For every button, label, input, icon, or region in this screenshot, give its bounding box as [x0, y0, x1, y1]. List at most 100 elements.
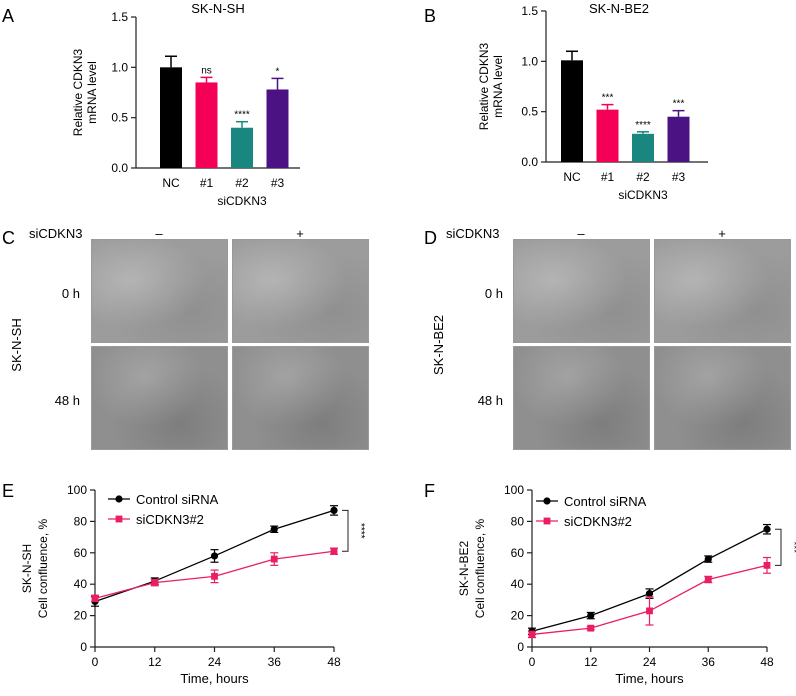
chart-e-point-1-0: [91, 594, 99, 602]
chart-f-point-1-1: [587, 624, 595, 632]
micrograph-sknbe2-0h-plus: [654, 239, 791, 343]
chart-f-cell-line-label: SK-N-BE2: [457, 541, 471, 597]
bar-chart-a: SK-N-SH 0.0 0.5 1.0 1.5 Relative CDKN3 mRNA le…: [71, 1, 300, 208]
chart-a-y-label-line1: Relative CDKN3: [71, 48, 85, 136]
chart-b-significance: ****: [635, 120, 651, 131]
chart-f-x-tick-label: 24: [643, 655, 657, 669]
chart-b-y-label-line2: mRNA level: [491, 55, 505, 118]
chart-e-point-0-3: [270, 525, 278, 533]
chart-e-legend-marker-0: [115, 495, 123, 503]
chart-b-y-tick-label: 1.5: [521, 4, 538, 18]
chart-a-category-label: #3: [271, 176, 285, 190]
chart-f-y-tick-label: 80: [511, 514, 525, 528]
chart-a-category-label: NC: [162, 176, 180, 190]
chart-b-x-label: siCDKN3: [618, 188, 668, 202]
micrograph-sknsh-48h-plus: [232, 346, 369, 450]
panel-letter-b: B: [424, 6, 436, 26]
chart-b-y-tick-label: 0.0: [521, 155, 538, 169]
micrograph-sknbe2-0h-minus: [513, 239, 650, 343]
chart-a-significance: *: [276, 66, 280, 77]
panel-d-time-0h: 0 h: [485, 286, 503, 301]
panel-d-treatment-label: siCDKN3: [446, 226, 499, 241]
panel-c-plus-label: +: [296, 226, 304, 241]
chart-a-y-tick-label: 1.5: [111, 10, 128, 24]
chart-f-legend-label-1: siCDKN3#2: [564, 514, 632, 529]
bar-chart-b: SK-N-BE2 0.0 0.5 1.0 1.5 Relative CDKN3 mRNA l…: [477, 1, 708, 202]
chart-f-y-tick-label: 60: [511, 546, 525, 560]
panel-d-plus-label: +: [718, 226, 726, 241]
chart-e-cell-line-label: SK-N-SH: [20, 544, 34, 593]
chart-f-point-1-4: [763, 561, 771, 569]
chart-f-point-0-3: [704, 555, 712, 563]
chart-f-legend-marker-1: [543, 517, 551, 525]
chart-e-point-1-3: [270, 555, 278, 563]
chart-f-x-tick-label: 36: [702, 655, 716, 669]
chart-b-y-tick-label: 1.0: [521, 54, 538, 68]
panel-letter-a: A: [2, 6, 14, 26]
chart-e-y-tick-label: 100: [67, 483, 87, 497]
chart-e-significance-bracket: [342, 509, 349, 552]
chart-f-point-1-2: [646, 607, 653, 615]
chart-b-significance: ***: [602, 93, 614, 104]
chart-a-x-label: siCDKN3: [217, 194, 267, 208]
chart-e-y-label: Cell confluence, %: [36, 518, 50, 618]
chart-e-y-tick-label: 80: [74, 514, 88, 528]
panel-letter-f: F: [424, 481, 435, 501]
micrograph-sknbe2-48h-minus: [513, 346, 650, 450]
chart-a-category-label: #2: [235, 176, 249, 190]
chart-e-x-label: Time, hours: [180, 671, 249, 686]
micrograph-sknsh-48h-minus: [91, 346, 228, 450]
chart-e-x-tick-label: 48: [327, 655, 341, 669]
micrograph-sknsh-0h-minus: [91, 239, 228, 343]
chart-b-bar-2: [632, 133, 654, 162]
chart-f-y-tick-label: 20: [511, 609, 525, 623]
chart-a-bar-1: [195, 82, 218, 168]
chart-a-y-tick-label: 0.0: [111, 161, 128, 175]
chart-f-y-label: Cell confluence, %: [473, 518, 487, 618]
chart-b-category-label: #2: [636, 170, 650, 184]
chart-a-title: SK-N-SH: [191, 1, 244, 16]
chart-a-y-tick-label: 0.5: [111, 111, 128, 125]
chart-f-significance: ***: [788, 541, 796, 553]
chart-f-y-tick-label: 40: [511, 577, 525, 591]
chart-b-category-label: NC: [563, 170, 581, 184]
chart-e-y-tick-label: 20: [74, 609, 88, 623]
chart-f-point-0-4: [763, 525, 771, 533]
chart-e-point-0-2: [210, 552, 219, 560]
micrograph-sknsh-0h-plus: [232, 239, 369, 343]
chart-b-bar-0: [561, 60, 583, 162]
panel-letter-d: D: [424, 228, 437, 248]
chart-b-title: SK-N-BE2: [589, 1, 649, 16]
panel-d-minus-label: –: [577, 226, 585, 241]
panel-c-time-0h: 0 h: [62, 286, 80, 301]
chart-a-bar-2: [231, 127, 253, 168]
chart-f-legend-marker-0: [543, 497, 551, 505]
chart-e-legend-marker-1: [115, 515, 123, 523]
chart-b-bar-3: [667, 116, 690, 162]
panel-letter-c: C: [2, 228, 15, 248]
chart-f-x-tick-label: 0: [529, 655, 536, 669]
chart-a-significance: ****: [234, 110, 250, 121]
panel-c-minus-label: –: [155, 226, 163, 241]
chart-e-point-0-4: [330, 506, 338, 515]
chart-e-x-tick-label: 36: [268, 655, 282, 669]
chart-f-point-1-3: [704, 576, 712, 583]
chart-a-bar-3: [266, 89, 289, 168]
chart-e-significance: ****: [355, 523, 366, 539]
panel-c-time-48h: 48 h: [55, 393, 80, 408]
line-chart-f: 0 20 40 60 80 100 0 12 24 36 48 Time, hours SK-N-BE2…: [457, 483, 796, 686]
chart-e-legend-label-1: siCDKN3#2: [136, 512, 204, 527]
chart-b-significance: ***: [673, 99, 685, 110]
chart-e-y-tick-label: 60: [74, 546, 88, 560]
chart-f-x-tick-label: 12: [584, 655, 598, 669]
chart-f-point-0-2: [645, 590, 654, 598]
chart-a-bar-0: [160, 67, 182, 168]
chart-b-y-label-line1: Relative CDKN3: [477, 42, 491, 130]
panel-d-cell-line: SK-N-BE2: [431, 315, 446, 375]
panel-c-cell-line: SK-N-SH: [9, 318, 24, 371]
micrograph-sknbe2-48h-plus: [654, 346, 791, 450]
chart-f-x-label: Time, hours: [615, 671, 684, 686]
chart-e-x-tick-label: 0: [92, 655, 99, 669]
chart-f-point-1-0: [528, 631, 536, 638]
